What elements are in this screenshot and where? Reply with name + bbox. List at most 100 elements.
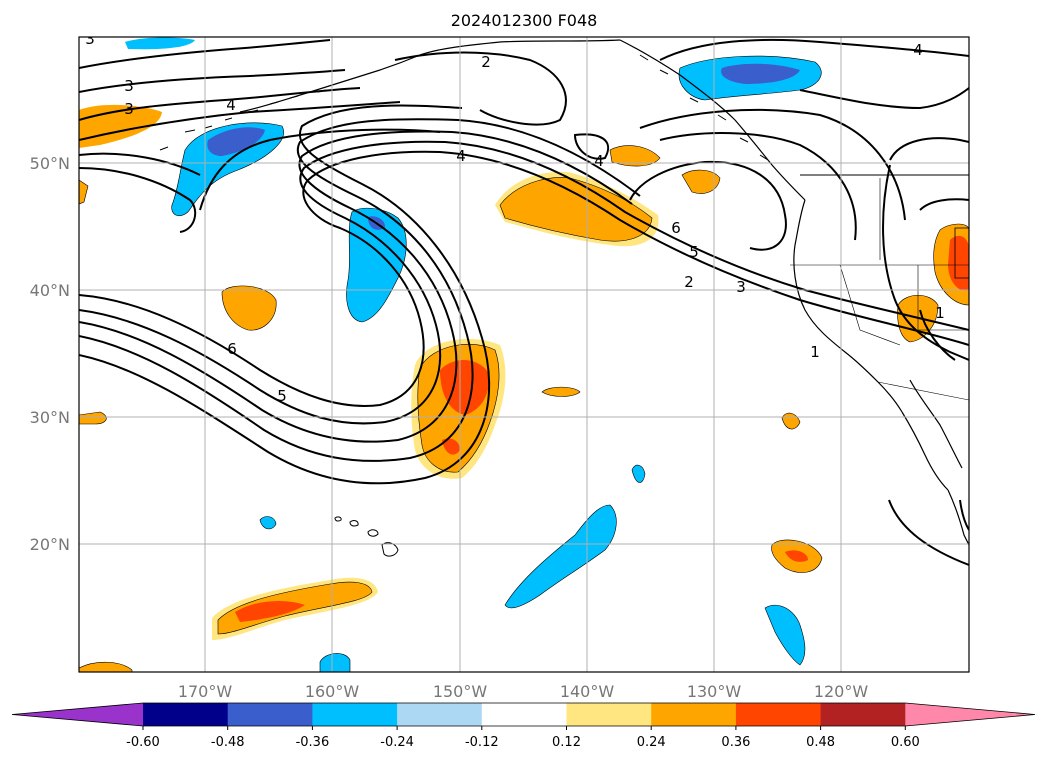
colorbar-tick-label: 0.24 <box>637 735 666 750</box>
contour-line <box>79 118 641 462</box>
contour-label: 5 <box>277 387 287 405</box>
coastline-baja <box>901 411 949 491</box>
border-us-mexico <box>877 381 969 401</box>
pos-anomaly-subtropical-peak <box>440 360 489 415</box>
lat-label: 30°N <box>30 408 70 427</box>
pos-anomaly-ridge-small <box>609 145 661 167</box>
neg-anomaly-small-2 <box>631 464 646 483</box>
hawaii-island <box>381 542 399 557</box>
coastline-west-coast <box>793 244 903 413</box>
colorbar-tick-label: 0.12 <box>552 735 581 750</box>
colorbar-tick-label: -0.36 <box>296 735 330 750</box>
neg-anomaly-aleutian-core <box>207 127 265 156</box>
contour-line <box>79 140 969 425</box>
colorbar-swatch <box>566 703 652 726</box>
pos-anomaly-small-east <box>781 412 801 430</box>
contour-label: 1 <box>935 304 945 322</box>
anomaly-shading <box>79 37 969 672</box>
pos-anomaly-small-west <box>541 386 581 397</box>
contour-label: 2 <box>481 53 491 71</box>
neg-anomaly-bottom <box>319 653 351 672</box>
neg-anomaly-trough <box>346 207 407 323</box>
contour-line <box>394 51 567 126</box>
neg-anomaly-top-left <box>125 37 195 50</box>
contour-line <box>573 133 610 160</box>
map-title: 2024012300 F048 <box>451 11 598 30</box>
contour-line <box>79 69 346 93</box>
neg-anomaly-small-1 <box>259 516 277 530</box>
colorbar-swatch <box>481 703 567 726</box>
pos-anomaly-baja-peak <box>785 550 808 562</box>
colorbar-swatch <box>397 703 483 726</box>
contour-label: 5 <box>689 243 699 261</box>
coastline-mexico <box>947 489 969 546</box>
islands <box>159 54 769 557</box>
pos-anomaly-subtropical-peak-2 <box>442 438 460 455</box>
colorbar-tick-label: 0.48 <box>806 735 835 750</box>
lat-label: 20°N <box>30 535 70 554</box>
neg-anomaly-baja <box>764 604 806 666</box>
lon-label: 170°W <box>178 682 233 701</box>
contour-line <box>659 38 969 61</box>
colorbar-swatch <box>735 703 822 726</box>
contour-line <box>659 132 857 241</box>
colorbar-tick-label: 0.60 <box>891 735 920 750</box>
lat-label: 50°N <box>30 154 70 173</box>
coastline-bc <box>794 199 806 246</box>
contour-line <box>639 108 906 221</box>
contour-label: 4 <box>913 41 923 59</box>
contour-line <box>79 104 491 485</box>
contour-line <box>79 167 197 233</box>
coastline-gulf-of-california <box>909 379 963 469</box>
map-frame <box>78 36 970 673</box>
border-state-3 <box>839 264 901 346</box>
coastline-alaska-southeast <box>619 39 806 201</box>
height-contours <box>79 38 969 566</box>
contour-line <box>199 128 441 211</box>
contour-label: 4 <box>594 152 604 170</box>
neg-anomaly-aleutian <box>171 122 284 216</box>
contour-line <box>919 198 969 211</box>
lon-label: 160°W <box>305 682 360 701</box>
pos-anomaly-far-west <box>79 411 107 425</box>
pos-anomaly-bottom-left <box>79 661 133 672</box>
contour-line <box>919 309 956 361</box>
colorbar: -0.60 -0.48 -0.36 -0.24 -0.12 0.12 0.24 0.36 0.4… <box>11 702 1036 750</box>
colorbar-tick-label: -0.12 <box>465 735 499 750</box>
colorbar-extend-min <box>12 703 143 726</box>
graticule <box>79 37 969 672</box>
map-area: 3 3 3 4 2 4 4 4 6 5 2 3 1 6 5 1 <box>79 37 969 672</box>
contour-label: 3 <box>736 278 746 296</box>
pos-anomaly-hawaii-south-peak <box>235 600 305 622</box>
hawaii-kauai <box>334 516 342 522</box>
lon-label: 120°W <box>814 682 869 701</box>
contour-line <box>79 152 201 176</box>
pos-anomaly-far-west-2 <box>79 179 89 205</box>
hawaii-oahu <box>349 520 359 527</box>
contour-line <box>889 137 969 161</box>
lon-label: 140°W <box>560 682 615 701</box>
contour-labels: 3 3 3 4 2 4 4 4 6 5 2 3 1 6 5 1 <box>85 37 945 405</box>
contour-label: 4 <box>226 96 236 114</box>
contour-line <box>882 164 969 361</box>
contour-label: 4 <box>456 147 466 165</box>
colorbar-swatch <box>651 703 737 726</box>
colorbar-tick-label: 0.36 <box>721 735 750 750</box>
colorbar-tick-label: -0.48 <box>211 735 245 750</box>
colorbar-tick-label: -0.60 <box>126 735 160 750</box>
contour-label: 3 <box>124 100 134 118</box>
longitude-labels: 170°W 160°W 150°W 140°W 130°W 120°W <box>178 682 869 701</box>
lat-label: 40°N <box>30 281 70 300</box>
colorbar-swatch <box>143 703 229 726</box>
contour-label: 3 <box>124 77 134 95</box>
pos-anomaly-mid <box>221 285 277 331</box>
contour-label: 1 <box>810 343 820 361</box>
contour-line <box>629 160 787 251</box>
contour-line <box>79 101 401 141</box>
lon-label: 150°W <box>433 682 488 701</box>
coastline-alaska <box>419 39 621 56</box>
colorbar-swatch <box>820 703 906 726</box>
hawaii-maui <box>367 529 379 537</box>
neg-anomaly-subtropics <box>504 504 617 609</box>
